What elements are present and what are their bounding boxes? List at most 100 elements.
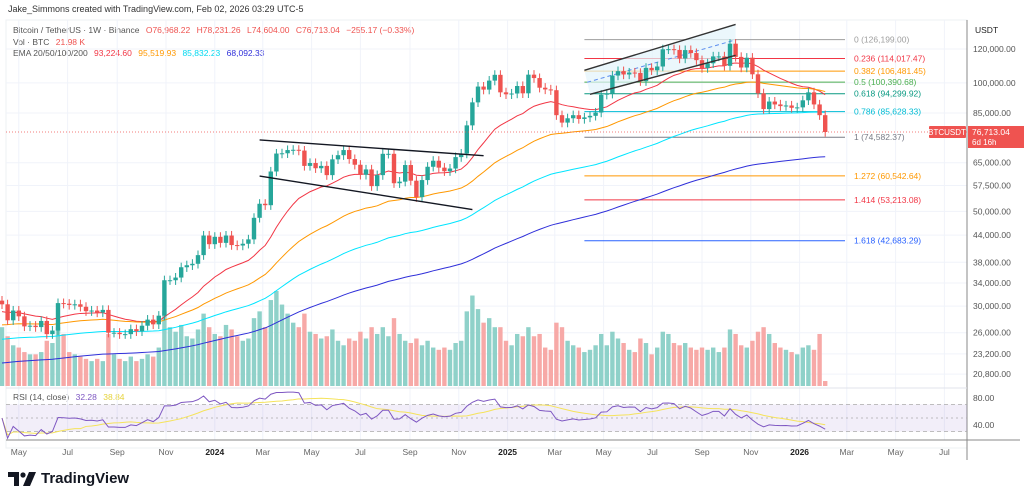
candle: [11, 305, 16, 325]
candle-body: [207, 235, 212, 245]
volume-bar: [11, 345, 16, 386]
volume-bar: [358, 331, 363, 386]
trendline: [259, 139, 484, 157]
candle: [296, 145, 301, 156]
candle: [229, 230, 234, 250]
candle: [515, 81, 520, 99]
time-tick-label: Mar: [255, 447, 270, 457]
volume-bar: [789, 352, 794, 386]
volume-bar: [655, 347, 660, 386]
volume-bar: [705, 349, 710, 386]
volume-bar: [33, 354, 38, 386]
candle-body: [268, 171, 273, 206]
candle-body: [419, 180, 425, 198]
candle: [190, 259, 195, 270]
candle: [111, 328, 117, 338]
trendline: [259, 175, 473, 211]
symbol-name[interactable]: Bitcoin / TetherUS · 1W · Binance: [13, 25, 140, 35]
candle-body: [503, 92, 509, 95]
candle: [537, 73, 542, 93]
volume-label[interactable]: Vol · BTC: [13, 37, 50, 47]
volume-bar: [750, 340, 755, 386]
channel-fill: [584, 24, 736, 95]
candle-body: [582, 117, 587, 119]
candle: [548, 84, 553, 95]
candle: [347, 145, 352, 164]
rsi-label[interactable]: RSI (14, close): [13, 392, 70, 402]
volume-bar: [347, 338, 352, 386]
candle: [179, 262, 184, 283]
volume-bar: [621, 343, 626, 386]
rsi-value: 32.28: [75, 392, 97, 402]
volume-bar: [755, 331, 761, 386]
time-tick-label: May: [888, 447, 905, 457]
candle: [464, 120, 469, 159]
candle-body: [190, 263, 195, 266]
candle-body: [576, 115, 581, 119]
volume-bar: [615, 338, 621, 386]
volume-bar: [487, 318, 492, 386]
volume-bar: [671, 343, 677, 386]
time-tick-label: Sep: [110, 447, 125, 457]
candle-body: [235, 245, 240, 247]
volume-bar: [263, 327, 268, 386]
candle: [207, 230, 212, 249]
candle-body: [492, 74, 497, 81]
candle-body: [212, 236, 217, 245]
volume-bar: [319, 338, 324, 386]
candle-body: [380, 153, 385, 176]
price-tick-label: 44,000.00: [973, 230, 1011, 240]
candle-body: [498, 74, 503, 93]
time-tick-label: May: [11, 447, 28, 457]
candle: [380, 149, 385, 180]
candle-body: [806, 92, 811, 101]
volume-bar: [778, 347, 783, 386]
price-tick-label: 85,000.00: [973, 108, 1011, 118]
volume-bar: [733, 333, 738, 386]
candle-body: [795, 107, 800, 109]
trendline: [584, 23, 736, 71]
candle: [246, 234, 251, 249]
volume-bar: [285, 313, 290, 386]
volume-bar: [515, 333, 520, 386]
volume-bar: [67, 352, 72, 386]
candle-body: [621, 71, 626, 75]
candle: [459, 148, 464, 162]
candle-body: [257, 203, 262, 218]
candle: [509, 88, 514, 99]
candle: [151, 315, 156, 330]
candle-body: [425, 166, 430, 181]
volume-bar: [386, 336, 391, 386]
candle: [733, 39, 738, 62]
candle-body: [694, 53, 699, 61]
volume-bar: [111, 354, 117, 386]
volume-bar: [492, 327, 497, 386]
candle-body: [727, 43, 733, 66]
price-tick-label: 50,000.00: [973, 206, 1011, 216]
current-price-tag: [968, 125, 1024, 148]
tradingview-logo-icon: [8, 471, 36, 486]
candle: [352, 154, 357, 170]
volume-bar: [274, 291, 279, 386]
candle-body: [246, 239, 251, 244]
candle-body: [817, 104, 822, 116]
volume-bar: [677, 345, 682, 386]
candle-body: [106, 309, 111, 333]
candle-body: [179, 267, 184, 278]
candle: [330, 154, 335, 180]
volume-bar: [627, 349, 632, 386]
candle: [677, 45, 682, 64]
candle: [627, 67, 632, 80]
volume-bar: [89, 361, 94, 386]
candle-body: [274, 153, 279, 172]
candle: [694, 48, 699, 65]
candle-body: [811, 92, 817, 105]
ema-label[interactable]: EMA 20/50/100/200: [13, 48, 88, 58]
volume-bar: [509, 345, 514, 386]
rsi-line: [1, 391, 826, 440]
candle-body: [313, 163, 318, 169]
candle-body: [55, 303, 61, 331]
candle: [145, 315, 150, 331]
candle-body: [447, 168, 453, 172]
